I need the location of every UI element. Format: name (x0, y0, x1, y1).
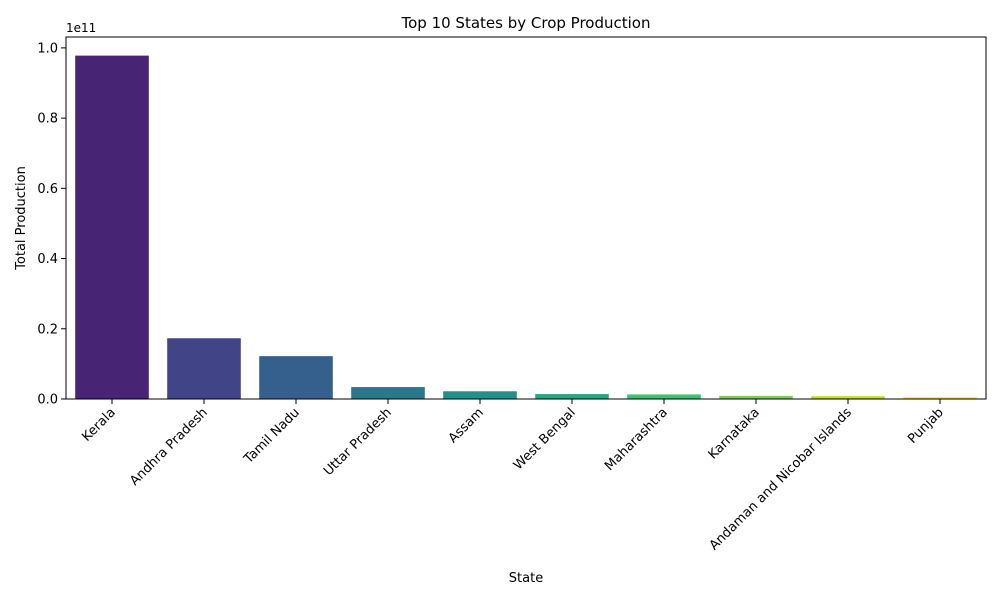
y-axis: 0.0 0.2 0.4 0.6 0.8 1.0 (37, 41, 66, 408)
y-tick-label: 0.0 (37, 393, 58, 408)
bar-andhra-pradesh (167, 338, 241, 399)
bar-tamil-nadu (259, 356, 333, 399)
bar-karnataka (719, 395, 793, 399)
x-tick-label: Andhra Pradesh (127, 405, 211, 489)
x-tick-label: Punjab (905, 405, 947, 447)
y-tick-label: 0.8 (37, 112, 58, 127)
y-axis-offset-label: 1e11 (66, 21, 96, 35)
plot-frame (65, 36, 987, 400)
x-tick-label: Maharashtra (602, 405, 671, 474)
x-tick-label: West Bengal (511, 405, 579, 473)
bar-punjab (903, 397, 977, 399)
bar-andaman-and-nicobar-islands (811, 396, 885, 399)
bar-uttar-pradesh (351, 387, 425, 399)
x-tick-label: Tamil Nadu (241, 405, 303, 467)
y-tick-label: 0.4 (37, 252, 58, 267)
y-axis-label: Total Production (14, 166, 29, 271)
x-axis: Kerala Andhra Pradesh Tamil Nadu Uttar Prad… (79, 399, 947, 553)
bar-west-bengal (535, 394, 609, 399)
x-axis-label: State (509, 571, 543, 586)
bar-maharashtra (627, 394, 701, 399)
bars-group (75, 55, 977, 400)
x-tick-label: Kerala (79, 405, 118, 444)
x-tick-label: Karnataka (706, 405, 763, 462)
chart-title: Top 10 States by Crop Production (401, 14, 651, 32)
y-tick-label: 1.0 (37, 41, 58, 56)
x-tick-label: Uttar Pradesh (321, 405, 395, 479)
y-tick-label: 0.6 (37, 182, 58, 197)
x-tick-label: Assam (446, 405, 487, 446)
y-tick-label: 0.2 (37, 322, 58, 337)
bar-kerala (75, 55, 149, 400)
bar-assam (443, 391, 517, 399)
